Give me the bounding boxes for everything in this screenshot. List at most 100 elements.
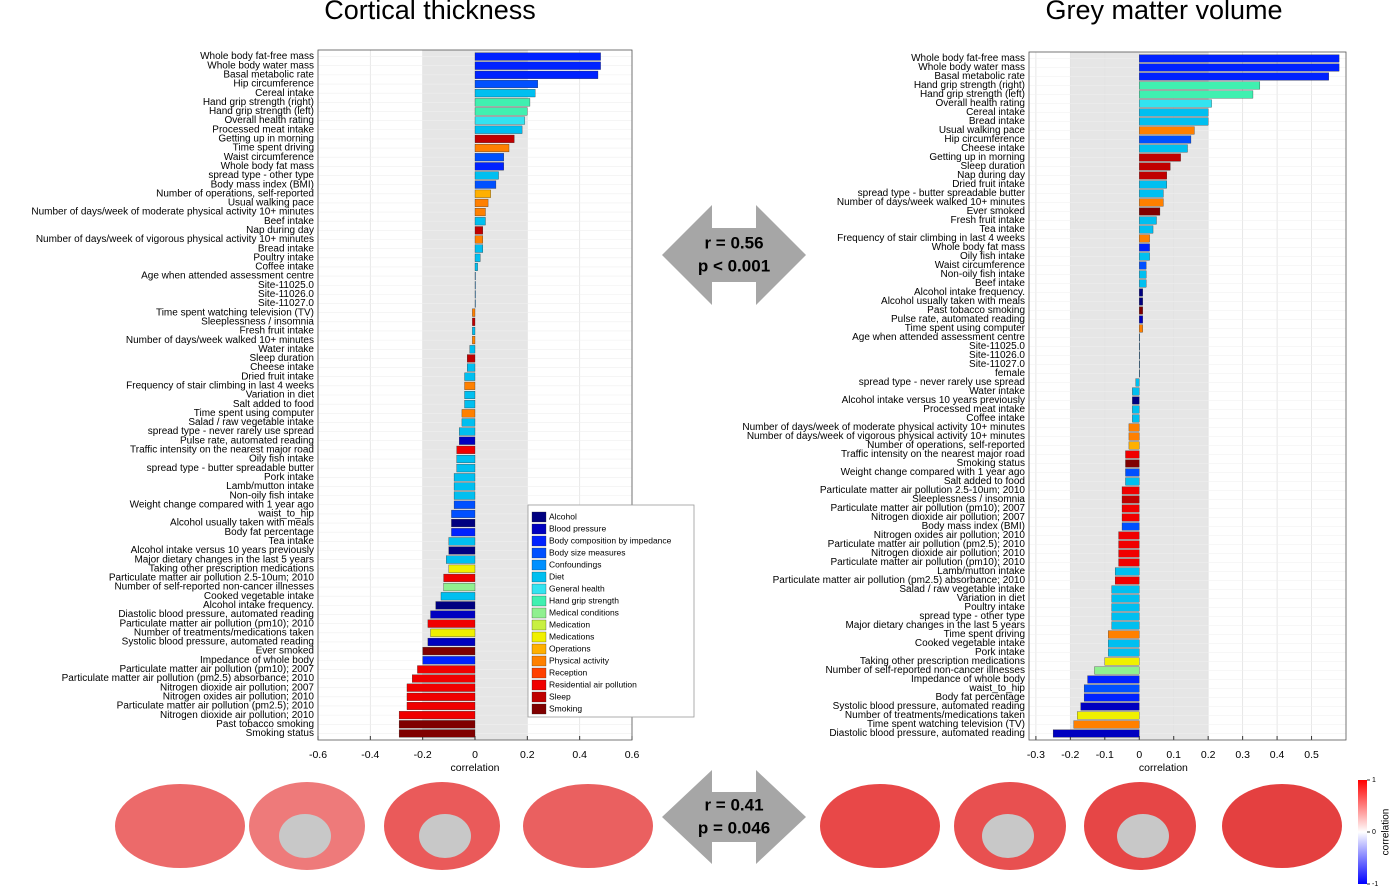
y-tick-label: Nitrogen oxides air pollution; 2010 <box>874 530 1026 541</box>
y-tick-label: Systolic blood pressure, automated readi… <box>122 637 314 648</box>
bar <box>1125 450 1140 459</box>
legend-label: General health <box>549 583 605 593</box>
bar <box>435 601 476 610</box>
bar <box>1139 234 1150 243</box>
legend-swatch <box>531 571 547 583</box>
y-tick-label: Sleeplessness / insomnia <box>201 316 314 327</box>
bar <box>1111 612 1140 621</box>
y-tick-label: Nitrogen oxides air pollution; 2010 <box>163 691 315 702</box>
y-tick-label: Site-11026.0 <box>969 350 1025 361</box>
x-tick-label: 0 <box>472 749 478 761</box>
colorbar-tick-label: -1 <box>1372 881 1378 888</box>
bar <box>456 445 476 454</box>
y-tick-label: Number of self-reported non-cancer illne… <box>114 582 314 593</box>
y-tick-label: Weight change compared with 1 year ago <box>130 499 315 510</box>
brain <box>820 784 940 868</box>
brain <box>115 784 245 868</box>
bar <box>1108 630 1140 639</box>
x-tick-label: 0.6 <box>625 749 640 761</box>
bar <box>456 464 476 473</box>
bar <box>474 89 536 98</box>
legend-label: Body size measures <box>549 547 626 557</box>
bar <box>1139 90 1254 99</box>
y-tick-label: Cheese intake <box>961 143 1025 154</box>
x-tick-label: -0.4 <box>361 749 379 761</box>
comparison-p: p = 0.046 <box>698 818 770 837</box>
y-tick-label: Age when attended assessment centre <box>852 332 1025 343</box>
bar <box>469 345 476 354</box>
bar <box>1139 180 1167 189</box>
y-tick-label: Processed meat intake <box>923 404 1025 415</box>
bar <box>1139 189 1164 198</box>
x-tick-label: 0.1 <box>1166 749 1181 761</box>
y-tick-label: Traffic intensity on the nearest major r… <box>130 445 314 456</box>
x-tick-label: -0.1 <box>1096 749 1114 761</box>
bar <box>406 692 476 701</box>
bar <box>1121 513 1140 522</box>
y-tick-label: Nap during day <box>246 225 314 236</box>
bar <box>1094 666 1140 675</box>
colorbar <box>1358 780 1367 884</box>
bar <box>474 189 491 198</box>
bar <box>440 592 476 601</box>
bar <box>1139 162 1171 171</box>
bar <box>453 482 476 491</box>
bar <box>1118 549 1140 558</box>
y-tick-label: Number of treatments/medications taken <box>134 627 314 638</box>
x-tick-label: 0.3 <box>1235 749 1250 761</box>
y-tick-label: Frequency of stair climbing in last 4 we… <box>837 233 1025 244</box>
y-tick-label: Age when attended assessment centre <box>141 271 314 282</box>
x-tick-label: -0.2 <box>1061 749 1079 761</box>
y-tick-label: Site-11025.0 <box>969 341 1025 352</box>
legend-label: Medication <box>549 619 590 629</box>
y-tick-label: Time spent using computer <box>905 323 1026 334</box>
legend-swatch <box>531 619 547 631</box>
y-tick-label: Particulate matter air pollution (pm2.5)… <box>773 575 1026 586</box>
bar <box>451 519 476 528</box>
bar <box>464 381 476 390</box>
x-tick-label: 0.5 <box>1304 749 1319 761</box>
bar <box>1139 153 1181 162</box>
y-tick-label: Time spent driving <box>233 143 314 154</box>
legend-swatch <box>531 655 547 667</box>
y-tick-label: Oily fish intake <box>249 454 314 465</box>
bar <box>406 701 476 710</box>
y-tick-label: Whole body fat mass <box>221 161 314 172</box>
y-tick-label: Water intake <box>969 386 1025 397</box>
y-tick-label: Site-11027.0 <box>969 359 1025 370</box>
y-tick-label: Taking other prescription medications <box>149 563 314 574</box>
bar <box>1132 414 1140 423</box>
bar <box>1118 531 1140 540</box>
y-tick-label: Body mass index (BMI) <box>922 521 1025 532</box>
legend-label: Reception <box>549 667 588 677</box>
bar <box>1132 396 1140 405</box>
legend-label: Hand grip strength <box>549 595 619 605</box>
y-tick-label: Coffee intake <box>255 262 314 273</box>
bar <box>474 144 510 153</box>
bar <box>453 500 476 509</box>
legend-label: Blood pressure <box>549 523 606 533</box>
y-tick-label: Waist circumference <box>224 152 315 163</box>
bar <box>1128 441 1140 450</box>
legend-box <box>527 504 695 718</box>
bar <box>1114 567 1140 576</box>
bar <box>474 80 538 89</box>
brain-maps <box>115 782 1342 870</box>
y-tick-label: Number of operations, self-reported <box>156 188 314 199</box>
bar <box>398 711 476 720</box>
brain-medial <box>279 814 331 858</box>
y-tick-label: Usual walking pace <box>228 198 315 209</box>
bar <box>1139 297 1143 306</box>
axes-box <box>317 49 633 741</box>
y-tick-label: Diastolic blood pressure, automated read… <box>829 728 1025 739</box>
x-tick-label: 0.4 <box>572 749 587 761</box>
y-tick-label: Poultry intake <box>964 602 1025 613</box>
x-axis-label: correlation <box>450 762 499 774</box>
bar <box>1052 729 1140 738</box>
y-tick-label: Site-11026.0 <box>258 289 314 300</box>
bar <box>1139 261 1147 270</box>
bar <box>1077 711 1140 720</box>
bar <box>1139 252 1150 261</box>
y-tick-label: Variation in diet <box>957 593 1025 604</box>
